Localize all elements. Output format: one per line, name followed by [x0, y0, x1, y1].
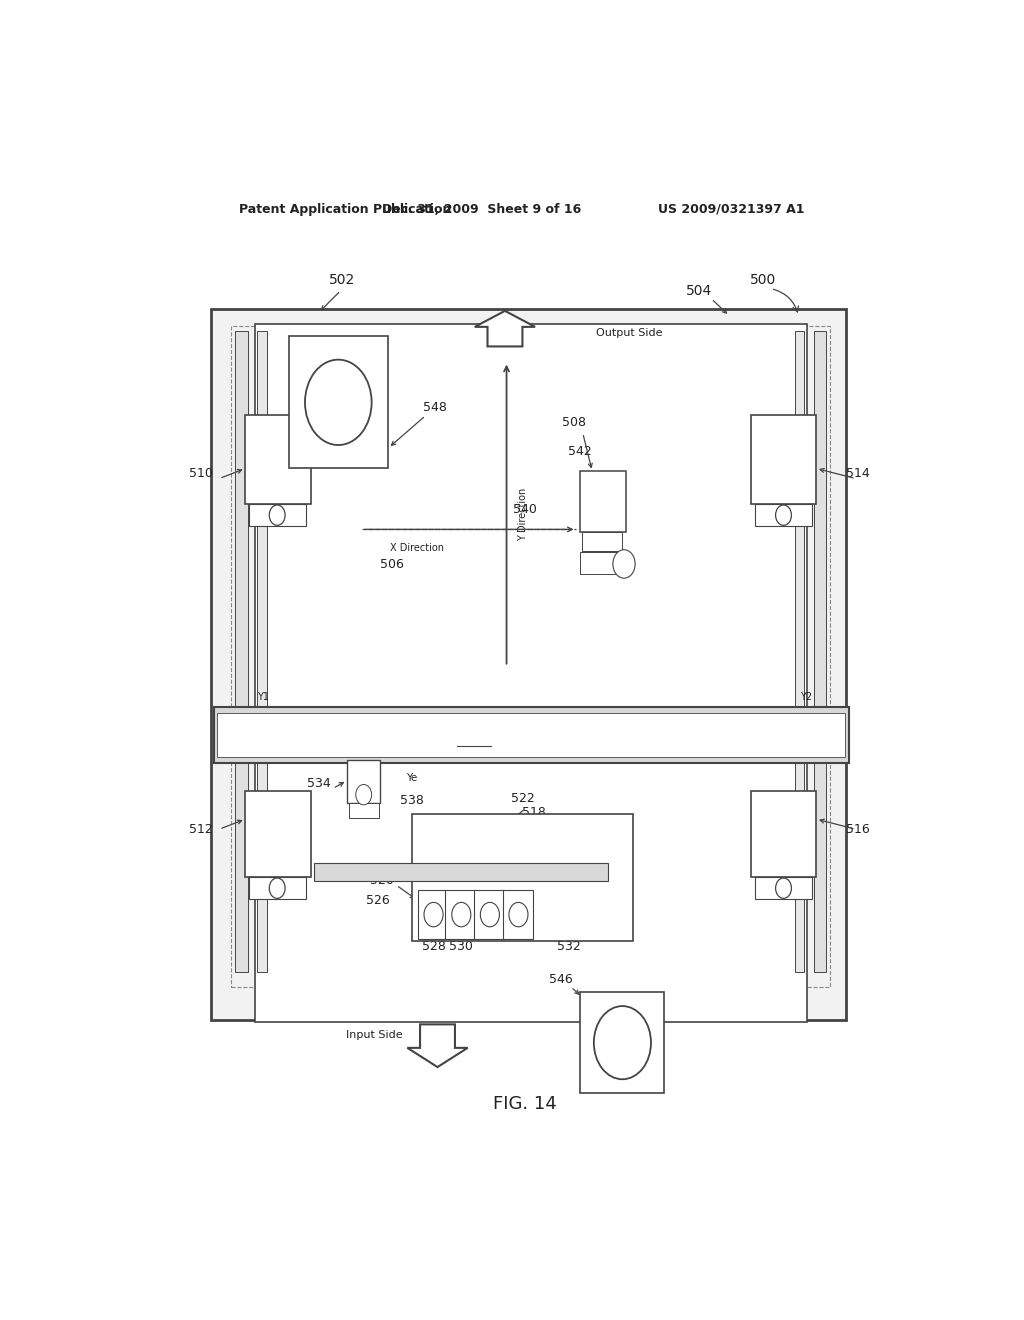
Text: X Direction: X Direction	[390, 543, 443, 553]
Bar	[751, 414, 816, 504]
Text: 518: 518	[522, 807, 546, 820]
Text: 530: 530	[450, 940, 473, 953]
Bar	[814, 331, 826, 972]
Bar	[795, 331, 804, 972]
Bar	[581, 991, 664, 1093]
Text: Z2: Z2	[456, 924, 467, 933]
Polygon shape	[408, 1024, 468, 1067]
Bar	[445, 890, 475, 939]
Circle shape	[613, 549, 635, 578]
Text: Z3: Z3	[484, 924, 496, 933]
Bar	[503, 890, 532, 939]
Text: 544: 544	[608, 734, 632, 746]
Text: 540: 540	[513, 503, 537, 516]
Text: 520: 520	[599, 874, 623, 887]
Circle shape	[594, 1006, 651, 1080]
Bar	[236, 331, 248, 972]
Text: XA1: XA1	[267, 436, 289, 446]
Bar	[751, 791, 816, 876]
Bar	[255, 752, 807, 1022]
Bar	[289, 337, 388, 469]
Text: Ym: Ym	[595, 483, 611, 494]
Text: 502: 502	[329, 273, 355, 288]
Circle shape	[269, 878, 285, 899]
Text: US 2009/0321397 A1: US 2009/0321397 A1	[657, 203, 805, 215]
Bar	[249, 876, 306, 899]
Text: 532: 532	[557, 940, 581, 953]
Text: Z1: Z1	[428, 924, 439, 933]
Circle shape	[480, 903, 500, 927]
Text: Zr: Zr	[620, 560, 629, 569]
Bar	[418, 890, 447, 939]
Bar	[348, 803, 379, 818]
Text: Ye: Ye	[407, 774, 418, 783]
Bar	[314, 863, 608, 880]
Bar	[214, 708, 849, 763]
Bar	[214, 313, 844, 1016]
Text: 500: 500	[750, 273, 776, 288]
Circle shape	[424, 903, 443, 927]
Text: Y Direction: Y Direction	[518, 487, 528, 541]
Bar	[474, 890, 504, 939]
Circle shape	[305, 359, 372, 445]
Bar	[412, 814, 633, 941]
Text: R1: R1	[594, 1080, 609, 1090]
Bar	[211, 309, 846, 1020]
Circle shape	[509, 903, 528, 927]
Polygon shape	[475, 312, 536, 346]
Text: Z4: Z4	[513, 924, 524, 933]
Bar	[257, 331, 267, 972]
Bar	[581, 471, 627, 532]
Bar	[246, 414, 310, 504]
Bar	[255, 325, 807, 715]
Text: 516: 516	[846, 822, 870, 836]
Text: XB2: XB2	[773, 810, 794, 821]
Circle shape	[269, 506, 285, 525]
Bar	[249, 504, 306, 527]
Text: Output Side: Output Side	[596, 329, 663, 338]
Text: 548: 548	[423, 401, 447, 414]
Text: 520: 520	[370, 874, 394, 887]
Text: Y1: Y1	[257, 692, 269, 702]
Bar	[231, 326, 301, 987]
Text: Patent Application Publication: Patent Application Publication	[240, 203, 452, 215]
Text: 522: 522	[511, 792, 535, 805]
Text: 536: 536	[462, 734, 485, 746]
Text: Input Side: Input Side	[346, 1030, 402, 1040]
Text: Y2: Y2	[800, 692, 812, 702]
Bar	[581, 552, 618, 574]
Text: Xe: Xe	[358, 768, 370, 776]
Text: 508: 508	[562, 416, 586, 429]
Text: 538: 538	[400, 795, 424, 808]
Text: 512: 512	[189, 822, 213, 836]
Text: 528: 528	[422, 940, 445, 953]
Bar	[755, 876, 812, 899]
Text: 506: 506	[380, 558, 404, 572]
Bar	[347, 760, 380, 803]
Text: 504: 504	[686, 284, 713, 297]
Text: XB1: XB1	[773, 436, 794, 446]
Bar	[755, 504, 812, 527]
Text: 526: 526	[367, 894, 390, 907]
Circle shape	[355, 784, 372, 805]
Text: 542: 542	[568, 445, 592, 458]
Text: 546: 546	[549, 973, 572, 986]
Text: 510: 510	[189, 467, 213, 480]
Bar	[582, 532, 622, 550]
Circle shape	[452, 903, 471, 927]
Text: x: x	[519, 853, 526, 866]
Text: Xm: Xm	[587, 558, 602, 568]
Circle shape	[775, 878, 792, 899]
Text: FIG. 14: FIG. 14	[493, 1094, 557, 1113]
Text: 534: 534	[306, 777, 331, 789]
Bar	[246, 791, 310, 876]
Text: 514: 514	[846, 467, 870, 480]
Text: XA2: XA2	[267, 810, 289, 821]
Circle shape	[775, 506, 792, 525]
Text: Dec. 31, 2009  Sheet 9 of 16: Dec. 31, 2009 Sheet 9 of 16	[382, 203, 581, 215]
Text: R2: R2	[301, 454, 316, 465]
Bar	[761, 326, 830, 987]
Bar	[217, 713, 846, 758]
Text: 524: 524	[608, 821, 632, 834]
